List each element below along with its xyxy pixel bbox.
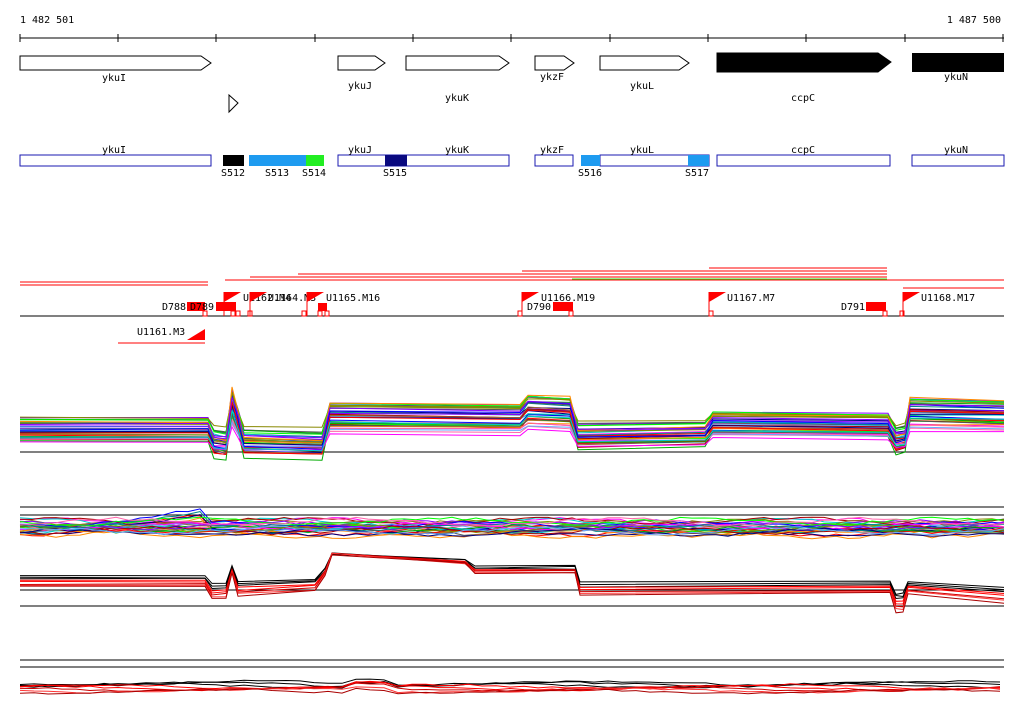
expression-panel-3 (19, 552, 1005, 614)
gene-label: ykuI (102, 73, 126, 84)
marker-label: U1162.M4 (243, 293, 291, 304)
coverage-lines (20, 267, 1004, 289)
ruler-ticks (19, 34, 1004, 42)
marker-label: U1164.M3 (268, 293, 316, 304)
marker-label: D790 (527, 302, 551, 313)
marker-U1162-M4[interactable]: U1162.M4 (223, 292, 291, 316)
marker-label: D788 (162, 302, 186, 313)
marker-ticks (202, 310, 905, 317)
gene-label: ykuJ (348, 81, 372, 92)
marker-D791[interactable]: D791 (841, 302, 886, 313)
marker-U1164-M3[interactable]: U1164.M3 (249, 292, 316, 316)
marker-label: D791 (841, 302, 865, 313)
segment-label: S513 (265, 168, 289, 179)
marker-U1165-M16[interactable]: U1165.M16 (306, 292, 380, 316)
segment-S514[interactable]: S514 (302, 155, 326, 179)
marker-label: D789 (190, 302, 214, 313)
expression-panel-1 (19, 386, 1005, 461)
marker-D788[interactable]: D788 (162, 302, 205, 313)
segment-label: S515 (383, 168, 407, 179)
segment-label: S517 (685, 168, 709, 179)
marker-U1166-M19[interactable]: U1166.M19 (521, 292, 595, 316)
coordinate-ruler: 1 482 501 1 487 500 (19, 15, 1004, 42)
feature-label: ykuN (944, 145, 968, 156)
marker-U1168-M17[interactable]: U1168.M17 (902, 292, 975, 316)
marker-label: U1161.M3 (137, 327, 185, 338)
gene-label: ykuK (445, 93, 469, 104)
segment-label: S514 (302, 168, 326, 179)
segment-S517[interactable]: S517 (685, 155, 709, 179)
marker-label: U1165.M16 (326, 293, 380, 304)
feature-label: ykzF (540, 145, 564, 156)
ruler-start-label: 1 482 501 (20, 15, 74, 26)
segment-S515[interactable]: S515 (383, 155, 407, 179)
marker-D790[interactable]: D790 (527, 302, 573, 313)
gene-track: ykuI ykuJ ykuK ykzF ykuL ccpC ykuN (19, 52, 1004, 114)
gene-ykuN[interactable]: ykuN (912, 53, 1004, 83)
gene-label: ccpC (791, 93, 815, 104)
feature-label: ykuI (102, 145, 126, 156)
feature-label: ykuJ (348, 145, 372, 156)
gene-ykuJ[interactable]: ykuJ (337, 55, 386, 92)
feature-label: ccpC (791, 145, 815, 156)
feature-label: ykuL (630, 145, 654, 156)
feature-track: ykuI ykuJ ykuK ykzF ykuL ccpC ykuN S512 … (19, 145, 1005, 179)
marker-label: U1167.M7 (727, 293, 775, 304)
segment-S513[interactable]: S513 (249, 155, 306, 179)
marker-U1161-M3[interactable]: U1161.M3 (118, 327, 205, 344)
gene-label: ykzF (540, 72, 564, 83)
segment-label: S516 (578, 168, 602, 179)
gene-ccpC[interactable]: ccpC (716, 52, 892, 104)
ruler-end-label: 1 487 500 (947, 15, 1001, 26)
gene-ykuL[interactable]: ykuL (599, 55, 690, 92)
gene-label: ykuL (630, 81, 654, 92)
gene-ykuK[interactable]: ykuK (405, 55, 510, 104)
segment-S512[interactable]: S512 (221, 155, 245, 179)
segment-label: S512 (221, 168, 245, 179)
marker-U1167-M7[interactable]: U1167.M7 (708, 292, 775, 316)
expression-panel-2 (19, 506, 1005, 540)
gene-ykzF[interactable]: ykzF (534, 55, 575, 83)
gene-ykuI[interactable]: ykuI (19, 55, 212, 84)
marker-label: U1168.M17 (921, 293, 975, 304)
gene-label: ykuN (944, 72, 968, 83)
segment-S516[interactable]: S516 (578, 155, 602, 179)
expression-panel-4 (19, 659, 1004, 695)
marker-label: U1166.M19 (541, 293, 595, 304)
feature-label: ykuK (445, 145, 469, 156)
marker-D789[interactable]: D789 (190, 302, 236, 313)
marker-track: D788 D789 U1162.M4 U1164.M3 U1165.M16 U1… (20, 292, 1004, 344)
small-gene-arrow[interactable] (228, 93, 239, 114)
